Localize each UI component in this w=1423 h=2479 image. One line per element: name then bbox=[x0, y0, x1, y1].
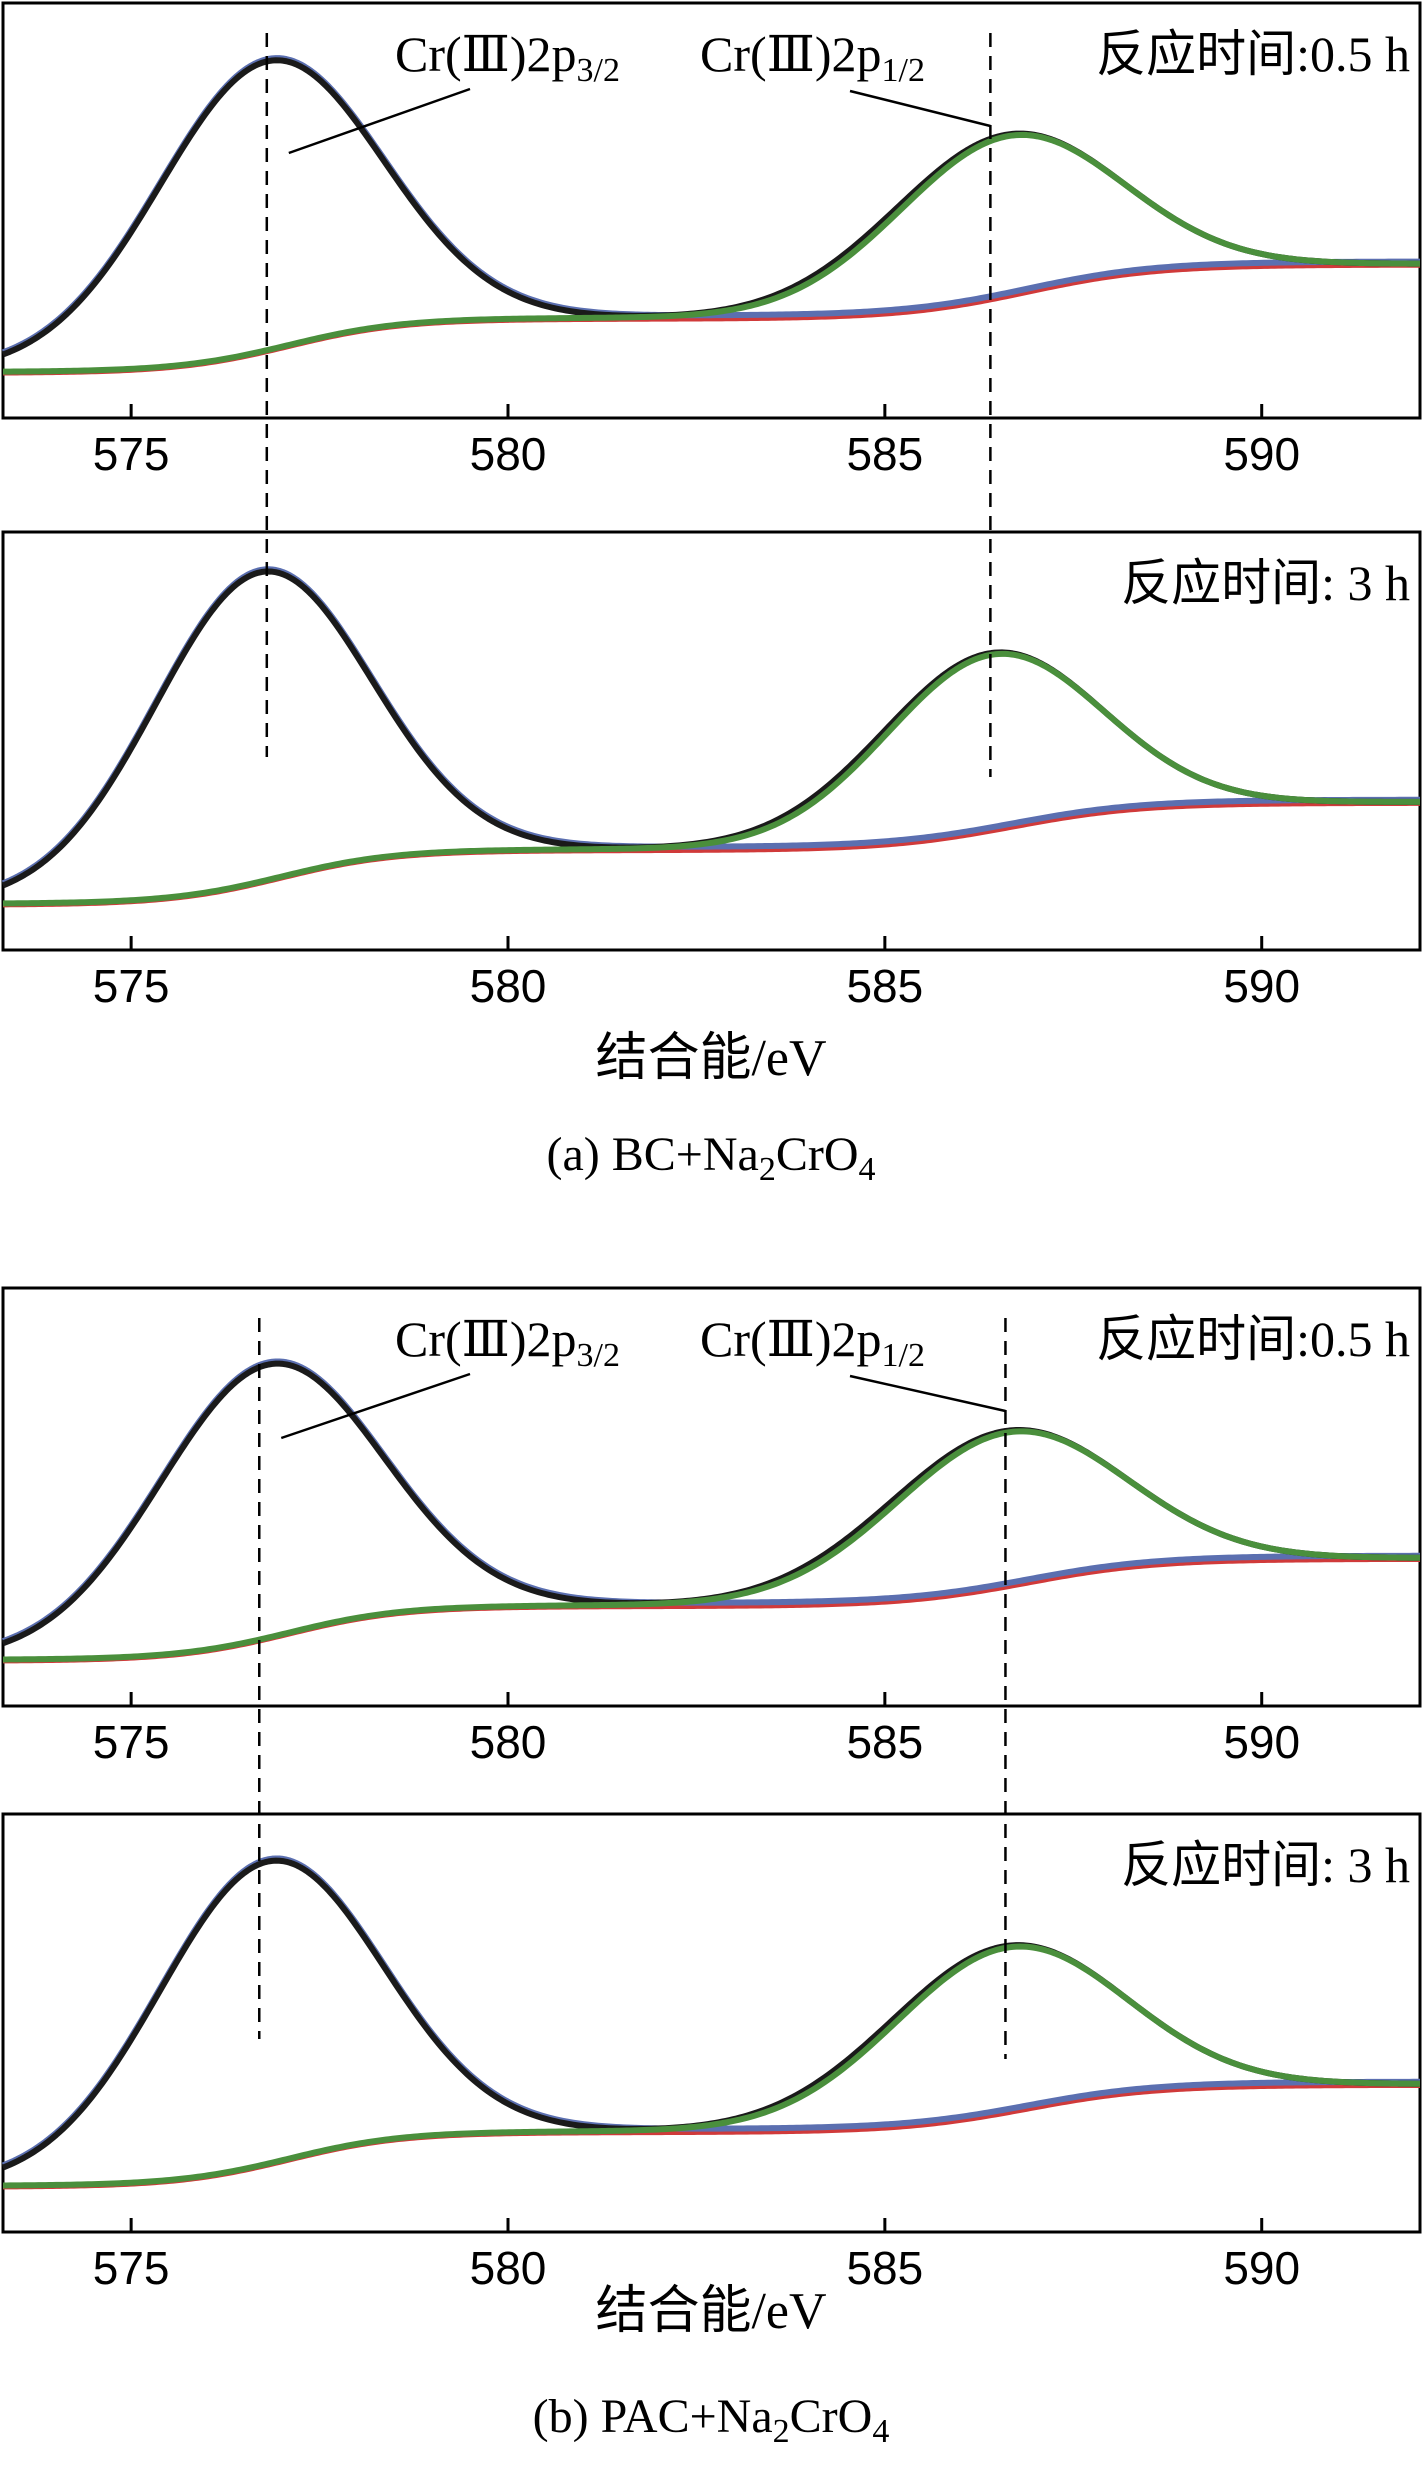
x-tick-label: 575 bbox=[93, 428, 170, 480]
plot-frame bbox=[1, 1286, 1422, 1708]
plot-frame bbox=[1, 1812, 1422, 2234]
leader-line-2p12 bbox=[849, 89, 991, 128]
x-tick-label: 580 bbox=[470, 960, 547, 1012]
peak-label-2p32: Cr(Ⅲ)2p3/2 bbox=[395, 26, 620, 89]
plot-frame bbox=[1, 530, 1422, 952]
x-tick-label: 575 bbox=[93, 1716, 170, 1768]
x-tick-label: 585 bbox=[846, 1716, 923, 1768]
cr-iii-2p12-component bbox=[2, 1943, 1421, 2189]
peak-label-2p12: Cr(Ⅲ)2p1/2 bbox=[700, 26, 925, 89]
reaction-time-annotation: 反应时间: 3 h bbox=[1121, 555, 1410, 611]
labels-layer: 结合能/eV (a) BC+Na2CrO4 结合能/eV (b) PAC+Na2CrO… bbox=[280, 26, 1006, 2450]
x-axis-title: 结合能/eV bbox=[595, 2283, 826, 2340]
reaction-time-annotation: 反应时间: 3 h bbox=[1121, 1837, 1410, 1893]
leader-line-2p12 bbox=[849, 1374, 1006, 1413]
x-axis-title: 结合能/eV bbox=[595, 1030, 826, 1087]
envelope-curve bbox=[1, 1857, 1421, 2171]
panel-a-early: 575 580 585 590 反应时间:0.5 h bbox=[1, 1, 1422, 480]
figure-caption: (b) PAC+Na2CrO4 bbox=[533, 2390, 890, 2450]
panel-b-early: 575 580 585 590 反应时间:0.5 h bbox=[1, 1286, 1422, 1768]
x-tick-label: 590 bbox=[1223, 1716, 1300, 1768]
cr-iii-2p12-component bbox=[2, 1428, 1421, 1663]
cr-iii-2p12-component bbox=[2, 650, 1420, 907]
x-tick-label: 590 bbox=[1223, 428, 1300, 480]
x-tick-label: 590 bbox=[1223, 2242, 1300, 2294]
x-tick-label: 590 bbox=[1223, 960, 1300, 1012]
x-tick-label: 585 bbox=[846, 960, 923, 1012]
reaction-time-annotation: 反应时间:0.5 h bbox=[1096, 1311, 1410, 1367]
x-tick-label: 580 bbox=[470, 428, 547, 480]
peak-label-2p32: Cr(Ⅲ)2p3/2 bbox=[395, 1311, 620, 1374]
cr-iii-2p32-component bbox=[1, 566, 1420, 887]
x-tick-label: 575 bbox=[93, 960, 170, 1012]
reference-lines-layer bbox=[258, 33, 1007, 2059]
plot-frame bbox=[1, 1, 1422, 420]
x-tick-label: 585 bbox=[846, 2242, 923, 2294]
x-tick-label: 585 bbox=[846, 428, 923, 480]
leader-line-2p32 bbox=[288, 87, 471, 155]
panel-b-late: 575 580 585 590 反应时间: 3 h bbox=[1, 1812, 1422, 2294]
cr-iii-2p12-component bbox=[2, 131, 1421, 375]
x-tick-label: 580 bbox=[470, 2242, 547, 2294]
x-tick-label: 575 bbox=[93, 2242, 170, 2294]
x-tick-label: 580 bbox=[470, 1716, 547, 1768]
reaction-time-annotation: 反应时间:0.5 h bbox=[1096, 26, 1410, 82]
envelope-curve bbox=[1, 568, 1420, 889]
panels-layer: 575 580 585 590 反应时间:0.5 h 575 580 585 590 反应时间: … bbox=[1, 1, 1422, 2294]
figure-caption: (a) BC+Na2CrO4 bbox=[546, 1128, 875, 1188]
background-curve bbox=[2, 262, 1421, 376]
leader-line-2p32 bbox=[280, 1372, 471, 1440]
panel-a-late: 575 580 585 590 反应时间: 3 h bbox=[1, 530, 1422, 1012]
peak-label-2p12: Cr(Ⅲ)2p1/2 bbox=[700, 1311, 925, 1374]
